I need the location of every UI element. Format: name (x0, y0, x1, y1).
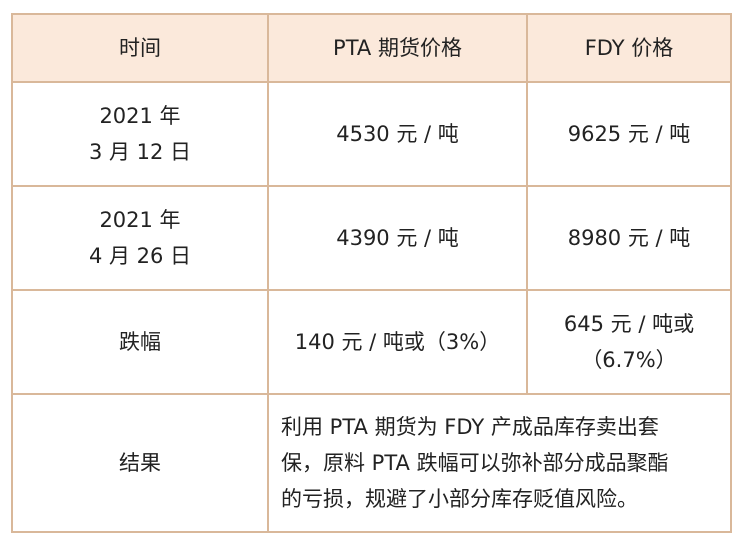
fdy-decline-amount: 645 元 / 吨或 (563, 312, 695, 336)
time-year: 2021 年 (99, 104, 181, 128)
time-date: 4 月 26 日 (88, 244, 192, 268)
price-comparison-table: 时间 PTA 期货价格 FDY 价格 2021 年 3 月 12 日 4530 … (11, 13, 732, 533)
table-row: 结果 利用 PTA 期货为 FDY 产成品库存卖出套 保，原料 PTA 跌幅可以… (11, 393, 732, 533)
fdy-price-cell: 9625 元 / 吨 (526, 81, 732, 187)
table-header-row: 时间 PTA 期货价格 FDY 价格 (11, 13, 732, 83)
header-time: 时间 (11, 13, 269, 83)
pta-decline-cell: 140 元 / 吨或（3%） (267, 289, 528, 395)
header-pta-futures-price: PTA 期货价格 (267, 13, 528, 83)
pta-price-cell: 4390 元 / 吨 (267, 185, 528, 291)
time-year: 2021 年 (99, 208, 181, 232)
result-line: 保，原料 PTA 跌幅可以弥补部分成品聚酯 (281, 451, 669, 475)
result-line: 的亏损，规避了小部分库存贬值风险。 (281, 487, 638, 511)
result-text-cell: 利用 PTA 期货为 FDY 产成品库存卖出套 保，原料 PTA 跌幅可以弥补部… (267, 393, 732, 533)
header-fdy-price: FDY 价格 (526, 13, 732, 83)
fdy-price-cell: 8980 元 / 吨 (526, 185, 732, 291)
table-row: 跌幅 140 元 / 吨或（3%） 645 元 / 吨或 （6.7%） (11, 289, 732, 395)
time-cell: 2021 年 4 月 26 日 (11, 185, 269, 291)
decline-label-cell: 跌幅 (11, 289, 269, 395)
time-date: 3 月 12 日 (88, 140, 192, 164)
result-line: 利用 PTA 期货为 FDY 产成品库存卖出套 (281, 415, 659, 439)
result-label-cell: 结果 (11, 393, 269, 533)
pta-price-cell: 4530 元 / 吨 (267, 81, 528, 187)
fdy-decline-percent: （6.7%） (581, 348, 677, 372)
table-row: 2021 年 4 月 26 日 4390 元 / 吨 8980 元 / 吨 (11, 185, 732, 291)
price-table-frame: 时间 PTA 期货价格 FDY 价格 2021 年 3 月 12 日 4530 … (11, 13, 732, 535)
table-row: 2021 年 3 月 12 日 4530 元 / 吨 9625 元 / 吨 (11, 81, 732, 187)
time-cell: 2021 年 3 月 12 日 (11, 81, 269, 187)
fdy-decline-cell: 645 元 / 吨或 （6.7%） (526, 289, 732, 395)
